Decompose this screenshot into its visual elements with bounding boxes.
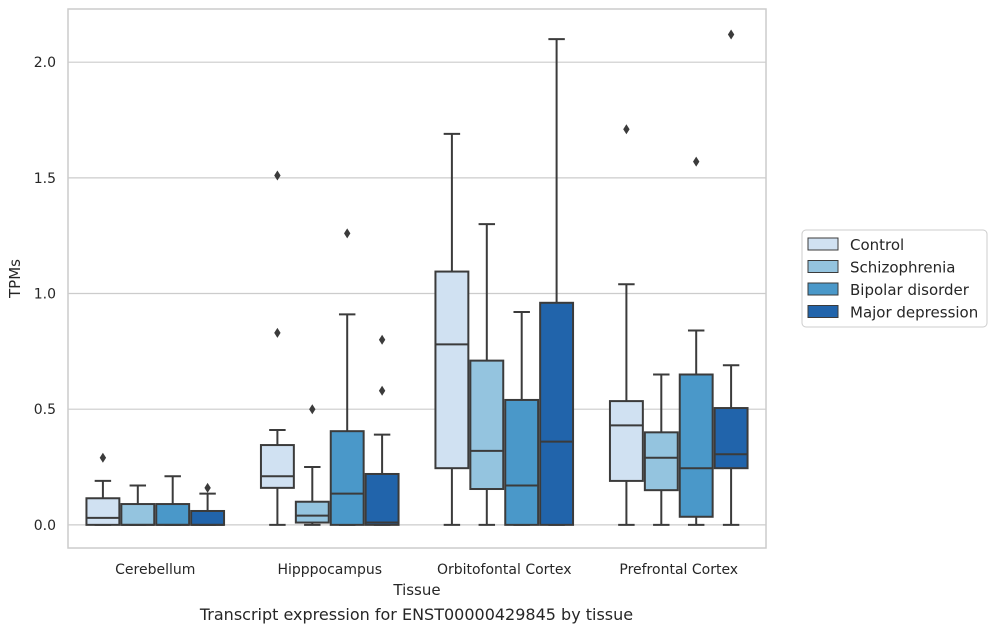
outlier-point — [727, 29, 735, 40]
outlier-point — [344, 228, 351, 239]
x-axis-label: Tissue — [392, 581, 440, 599]
box-1-3 — [364, 334, 400, 526]
box-body — [713, 407, 749, 470]
outlier-point — [378, 334, 386, 345]
y-tick-label: 1.0 — [34, 287, 56, 303]
box-body — [364, 472, 400, 526]
box-2-0 — [434, 132, 470, 526]
box-1-2 — [329, 228, 365, 526]
box-body — [539, 301, 575, 526]
box-body — [643, 431, 679, 492]
x-tick-label: Orbitofontal Cortex — [437, 562, 572, 578]
box-1-0 — [259, 170, 295, 526]
boxplot-chart: 0.0 0.5 1.0 1.5 2.0 Cerebellum Hipppocampus Orb… — [6, 8, 988, 599]
legend-frame — [801, 229, 988, 328]
box-body — [259, 444, 295, 489]
box-3-0 — [608, 124, 644, 526]
x-tick-label: Prefrontal Cortex — [619, 562, 738, 578]
box-body — [329, 430, 365, 526]
plot-frame — [67, 8, 767, 549]
box-3-2 — [678, 156, 714, 526]
outlier-point — [623, 124, 630, 135]
tick-labels: 0.0 0.5 1.0 1.5 2.0 Cerebellum Hipppocampus Orb… — [34, 55, 738, 578]
outlier-point — [99, 452, 107, 463]
box-1-1 — [294, 404, 330, 526]
y-tick-label: 2.0 — [34, 55, 56, 71]
box-body — [469, 359, 505, 491]
legend-label: Bipolar disorder — [850, 281, 970, 299]
legend-swatch — [807, 282, 839, 296]
box-0-0 — [85, 452, 121, 526]
box-3-3 — [713, 29, 749, 526]
legend-swatch — [807, 305, 839, 318]
box-2-1 — [469, 223, 505, 526]
x-tick-label: Hipppocampus — [277, 562, 382, 578]
box-0-3 — [190, 482, 226, 526]
box-2-2 — [504, 311, 540, 526]
outlier-point — [693, 156, 700, 167]
box-3-1 — [643, 373, 679, 526]
outlier-point — [274, 327, 281, 338]
legend-swatch — [807, 260, 839, 273]
x-tick-label: Cerebellum — [115, 562, 195, 578]
outlier-point — [309, 404, 316, 415]
box-body — [190, 509, 226, 526]
outlier-point — [274, 170, 281, 181]
y-tick-label: 1.5 — [34, 171, 56, 187]
box-body — [434, 270, 470, 470]
box-body — [155, 503, 191, 526]
box-body — [120, 503, 156, 526]
outlier-point — [378, 385, 386, 396]
y-tick-label: 0.0 — [34, 518, 56, 534]
legend-label: Schizophrenia — [850, 259, 955, 277]
box-body — [85, 497, 121, 526]
box-body — [678, 373, 714, 518]
legend-label: Control — [850, 236, 904, 254]
y-axis-label: TPMs — [6, 259, 24, 299]
box-body — [504, 398, 540, 526]
box-body — [294, 500, 330, 524]
box-0-2 — [155, 475, 191, 526]
box-body — [608, 400, 644, 482]
outlier-point — [204, 482, 211, 493]
y-tick-label: 0.5 — [34, 402, 56, 418]
box-2-3 — [539, 38, 575, 526]
boxes-layer — [85, 29, 749, 526]
legend: Control Schizophrenia Bipolar disorder Majo… — [801, 229, 988, 328]
box-0-1 — [120, 484, 156, 526]
chart-caption: Transcript expression for ENST0000042984… — [199, 605, 634, 624]
legend-swatch — [807, 237, 839, 251]
grid-lines — [68, 61, 766, 526]
legend-label: Major depression — [850, 304, 978, 322]
